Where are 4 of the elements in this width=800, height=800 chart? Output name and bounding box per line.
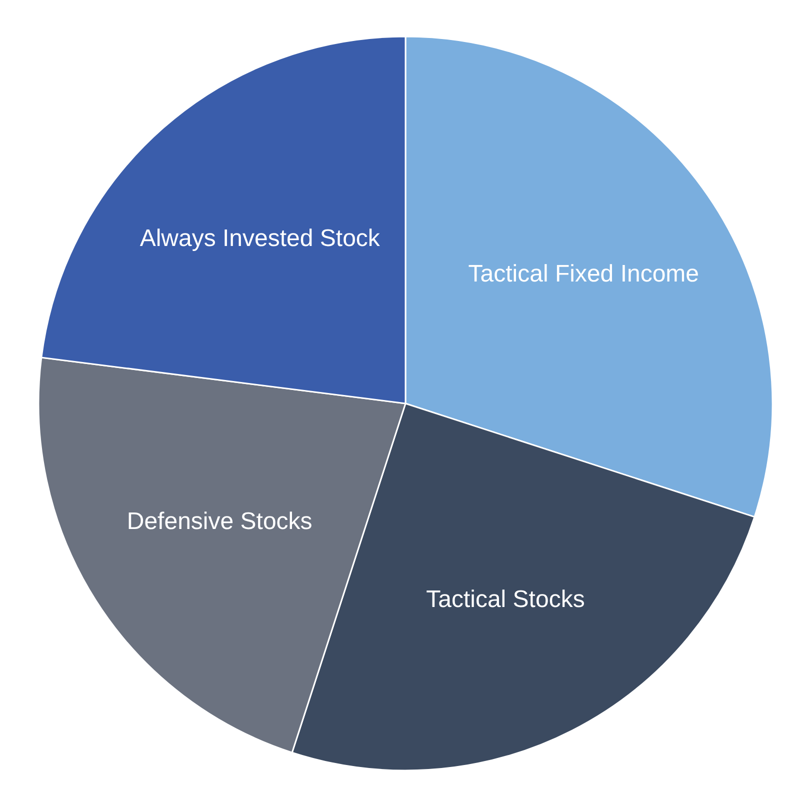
slice-label: Always Invested Stock bbox=[140, 224, 381, 252]
slice-label: Tactical Stocks bbox=[426, 586, 585, 614]
slice-label: Tactical Fixed Income bbox=[468, 260, 700, 288]
slice-label: Defensive Stocks bbox=[126, 508, 312, 535]
